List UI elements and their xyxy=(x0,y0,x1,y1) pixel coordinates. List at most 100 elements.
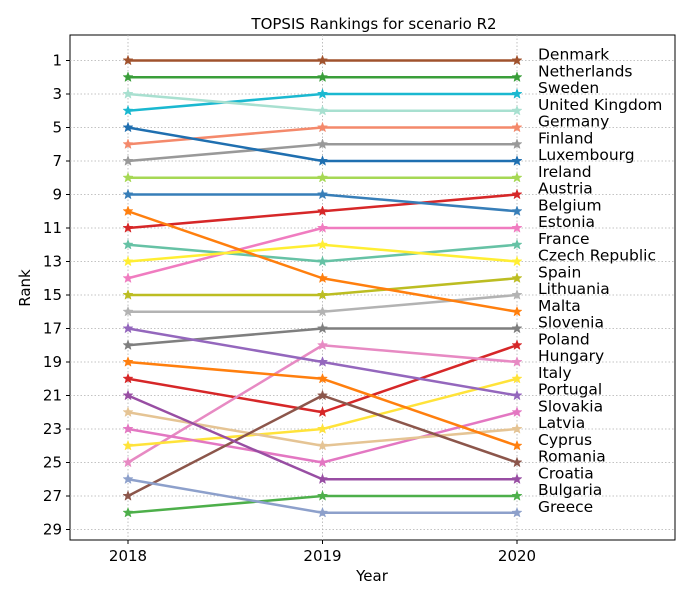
series-label: Austria xyxy=(538,180,593,198)
series-label: Hungary xyxy=(538,347,604,365)
data-point xyxy=(122,71,134,83)
data-point xyxy=(122,389,134,401)
data-point xyxy=(316,54,329,66)
data-point xyxy=(511,138,523,150)
series-label: Germany xyxy=(538,113,609,131)
data-point xyxy=(122,456,134,468)
series-label: Estonia xyxy=(538,213,595,231)
data-point xyxy=(122,104,134,116)
data-point xyxy=(316,439,329,451)
data-point xyxy=(511,222,523,233)
data-point xyxy=(511,506,523,518)
data-point xyxy=(122,439,134,451)
series-label: Malta xyxy=(538,297,581,315)
data-point xyxy=(122,138,134,150)
series-label: Finland xyxy=(538,129,593,147)
series-luxembourg xyxy=(122,121,523,166)
series-label: Sweden xyxy=(538,79,599,97)
data-point xyxy=(316,372,329,384)
data-point xyxy=(122,188,134,200)
series-label: Croatia xyxy=(538,464,594,482)
data-point xyxy=(316,188,329,200)
y-tick-label: 23 xyxy=(43,420,62,438)
series-malta xyxy=(122,205,523,317)
data-point xyxy=(511,54,523,66)
data-point xyxy=(511,389,523,401)
series-label: Spain xyxy=(538,263,581,281)
data-point xyxy=(511,205,523,217)
data-point xyxy=(122,356,134,367)
series-netherlands xyxy=(122,71,523,83)
data-point xyxy=(316,423,329,434)
data-point xyxy=(122,322,134,334)
data-point xyxy=(122,205,134,217)
data-point xyxy=(316,289,329,300)
series-label: Ireland xyxy=(538,163,592,181)
data-point xyxy=(122,473,134,485)
data-point xyxy=(316,356,329,367)
y-tick-label: 13 xyxy=(43,253,62,271)
data-point xyxy=(511,88,523,99)
data-point xyxy=(122,339,134,351)
data-point xyxy=(511,490,523,501)
series-label: Lithuania xyxy=(538,280,610,298)
data-point xyxy=(511,272,523,284)
series-united-kingdom xyxy=(122,88,523,116)
series-label: Slovenia xyxy=(538,314,604,332)
data-point xyxy=(316,322,329,334)
y-tick-label: 9 xyxy=(52,186,62,204)
data-point xyxy=(122,305,134,317)
data-point xyxy=(511,339,523,351)
x-tick-label: 2018 xyxy=(109,547,147,565)
data-point xyxy=(316,138,329,150)
data-point xyxy=(511,372,523,384)
series-label: Slovakia xyxy=(538,397,603,415)
data-point xyxy=(316,406,329,418)
x-tick-label: 2019 xyxy=(303,547,341,565)
data-point xyxy=(122,372,134,384)
y-tick-label: 19 xyxy=(43,353,62,371)
y-axis-label: Rank xyxy=(16,269,34,307)
series-sweden xyxy=(122,88,523,116)
series-france xyxy=(122,238,523,267)
series-estonia xyxy=(122,222,523,284)
data-point xyxy=(122,406,134,418)
data-point xyxy=(511,473,523,485)
data-point xyxy=(122,423,134,434)
data-point xyxy=(511,238,523,250)
data-point xyxy=(511,439,523,451)
data-point xyxy=(316,238,329,250)
y-tick-label: 27 xyxy=(43,487,62,505)
data-point xyxy=(316,104,329,116)
y-tick-label: 29 xyxy=(43,521,62,539)
data-point xyxy=(316,490,329,501)
data-point xyxy=(122,238,134,250)
series-label: Bulgaria xyxy=(538,481,602,499)
data-point xyxy=(122,222,134,233)
series-finland xyxy=(122,138,523,166)
data-point xyxy=(316,506,329,518)
series-label: Czech Republic xyxy=(538,247,656,265)
data-point xyxy=(511,71,523,83)
data-point xyxy=(511,121,523,133)
data-point xyxy=(122,506,134,518)
data-point xyxy=(122,54,134,66)
series-label: Luxembourg xyxy=(538,146,635,164)
series-ireland xyxy=(122,171,523,183)
data-point xyxy=(511,289,523,300)
y-tick-label: 25 xyxy=(43,454,62,472)
series-lines xyxy=(122,54,523,518)
y-tick-label: 15 xyxy=(43,286,62,304)
data-point xyxy=(511,356,523,367)
data-point xyxy=(316,205,329,217)
data-point xyxy=(316,305,329,317)
data-point xyxy=(511,305,523,317)
data-point xyxy=(122,171,134,183)
data-point xyxy=(316,222,329,233)
y-tick-label: 11 xyxy=(43,219,62,237)
series-greece xyxy=(122,473,523,518)
series-spain xyxy=(122,272,523,300)
series-label: Cyprus xyxy=(538,431,592,449)
